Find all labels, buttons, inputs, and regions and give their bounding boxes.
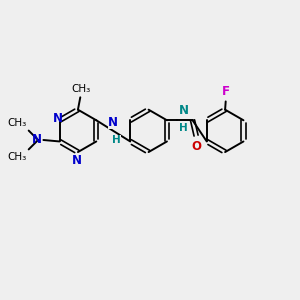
Text: H: H — [112, 135, 121, 145]
Text: CH₃: CH₃ — [71, 84, 90, 94]
Text: N: N — [53, 112, 63, 125]
Text: CH₃: CH₃ — [7, 152, 26, 162]
Text: N: N — [72, 154, 82, 167]
Text: N: N — [108, 116, 118, 129]
Text: N: N — [179, 104, 189, 117]
Text: H: H — [179, 123, 188, 133]
Text: N: N — [32, 133, 42, 146]
Text: CH₃: CH₃ — [7, 118, 26, 128]
Text: O: O — [192, 140, 202, 153]
Text: F: F — [222, 85, 230, 98]
